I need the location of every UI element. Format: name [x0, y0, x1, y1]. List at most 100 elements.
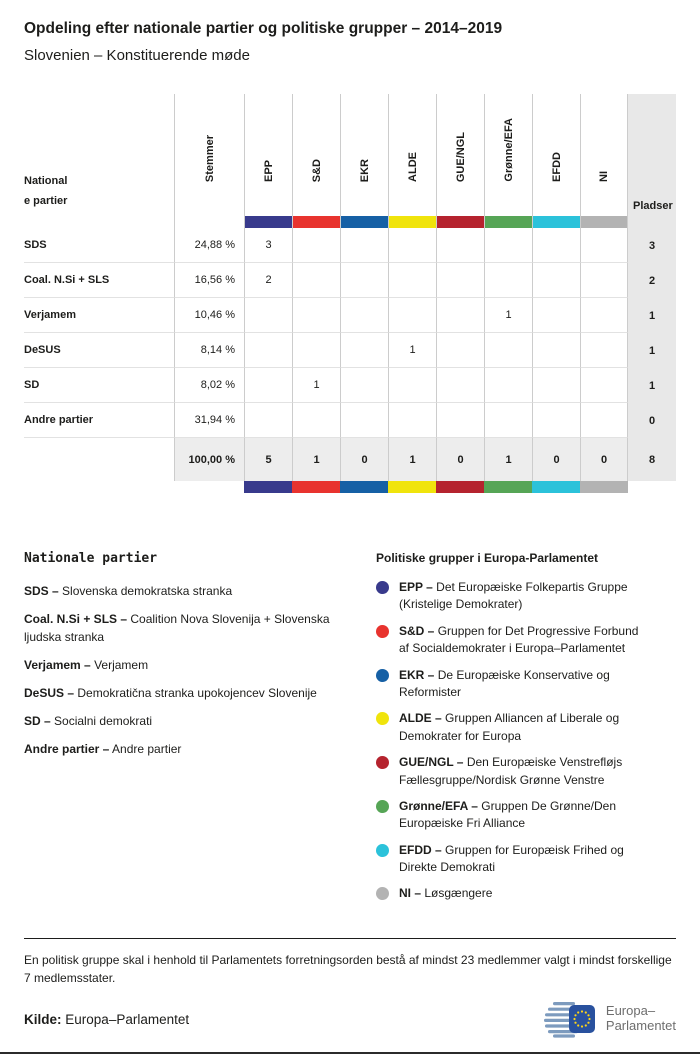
total-group-seats-cell: 5: [244, 438, 292, 481]
group-color-bar: [532, 481, 580, 493]
group-seats-cell: [532, 368, 580, 403]
group-seats-cell: [580, 403, 628, 438]
column-header-group: EFDD: [532, 94, 580, 216]
political-groups-legend-list: EPP – Det Europæiske Folkepartis Gruppe …: [376, 579, 676, 903]
legend-party-item: DeSUS – Demokratična stranka upokojencev…: [24, 684, 352, 702]
national-parties-legend-list: SDS – Slovenska demokratska stranka Coal.…: [24, 582, 352, 758]
group-color-bar: [340, 481, 388, 493]
party-desc: Coalition Nova Slovenija + Slovenska lju…: [24, 612, 330, 644]
votes-cell: 16,56 %: [174, 263, 244, 298]
group-seats-cell: 2: [244, 263, 292, 298]
legend-group-item: GUE/NGL – Den Europæiske Venstrefløjs Fæ…: [376, 754, 676, 789]
national-parties-legend: Nationale partier SDS – Slovenska demokr…: [24, 551, 376, 912]
group-seats-cell: [292, 403, 340, 438]
group-seats-cell: [388, 368, 436, 403]
group-desc: Gruppen De Grønne/Den Europæiske Fri All…: [399, 798, 616, 831]
group-seats-cell: [436, 228, 484, 263]
group-seats-cell: [292, 333, 340, 368]
column-header-group: EKR: [340, 94, 388, 216]
results-table: National e partier Stemmer EPP S&D EKR ALDE GUE…: [24, 94, 676, 493]
group-color-bar: [292, 481, 340, 493]
column-header-group: EPP: [244, 94, 292, 216]
group-color-dot: [376, 712, 389, 726]
column-header-group: S&D: [292, 94, 340, 216]
total-group-seats-cell: 0: [340, 438, 388, 481]
group-seats-cell: [532, 333, 580, 368]
group-seats-cell: 1: [292, 368, 340, 403]
group-seats-cell: 1: [484, 298, 532, 333]
group-color-bar: [436, 216, 484, 228]
legend-party-item: Verjamem – Verjamem: [24, 656, 352, 674]
group-abbr: S&D –: [399, 623, 435, 638]
group-desc: De Europæiske Konservative og Reformiste…: [399, 667, 610, 699]
row-total-seats-cell: 3: [628, 228, 676, 263]
group-seats-cell: [244, 403, 292, 438]
group-seats-cell: [292, 228, 340, 263]
legend-group-item: NI – Løsgængere: [376, 885, 676, 902]
group-abbr: NI –: [399, 886, 422, 901]
group-seats-cell: [580, 228, 628, 263]
group-desc: Den Europæiske Venstrefløjs Fællesgruppe…: [399, 755, 623, 787]
group-seats-cell: [532, 403, 580, 438]
spacer-cell: [24, 438, 174, 481]
row-total-seats-cell: 1: [628, 333, 676, 368]
total-group-seats-cell: 0: [532, 438, 580, 481]
column-header-seats: Pladser: [628, 94, 676, 216]
legend-party-item: SD – Socialni demokrati: [24, 712, 352, 730]
group-abbr: EFDD –: [399, 842, 442, 857]
group-color-bar: [484, 216, 532, 228]
group-color-dot: [376, 668, 389, 682]
group-color-bar: [580, 481, 628, 493]
group-seats-cell: [580, 298, 628, 333]
votes-cell: 8,02 %: [174, 368, 244, 403]
group-seats-cell: 3: [244, 228, 292, 263]
group-legend-text: NI – Løsgængere: [399, 885, 492, 902]
legends-section: Nationale partier SDS – Slovenska demokr…: [24, 551, 676, 912]
group-color-dot: [376, 581, 389, 594]
group-seats-cell: [340, 228, 388, 263]
row-total-seats-cell: 0: [628, 403, 676, 438]
column-header-group: NI: [580, 94, 628, 216]
group-seats-cell: [388, 403, 436, 438]
source-label: Kilde:: [24, 1011, 62, 1027]
group-color-dot: [376, 756, 389, 770]
group-header-label: ALDE: [406, 152, 419, 182]
group-seats-cell: [244, 368, 292, 403]
group-seats-cell: [436, 263, 484, 298]
legend-group-item: Grønne/EFA – Gruppen De Grønne/Den Europ…: [376, 798, 676, 833]
group-seats-cell: [484, 403, 532, 438]
group-color-bar: [436, 481, 484, 493]
group-legend-text: GUE/NGL – Den Europæiske Venstrefløjs Fæ…: [399, 754, 649, 789]
column-header-parties-label: National e partier: [24, 175, 68, 208]
group-seats-cell: [340, 298, 388, 333]
group-seats-cell: [436, 333, 484, 368]
total-group-seats-cell: 1: [388, 438, 436, 481]
column-header-parties: National e partier: [24, 94, 174, 216]
party-name-cell: Verjamem: [24, 298, 174, 333]
group-desc: Det Europæiske Folkepartis Gruppe (Krist…: [399, 580, 628, 612]
group-seats-cell: [340, 333, 388, 368]
legend-group-item: EKR – De Europæiske Konservative og Refo…: [376, 667, 676, 702]
group-color-dot: [376, 843, 389, 857]
votes-header-label: Stemmer: [203, 134, 216, 182]
legend-group-item: EPP – Det Europæiske Folkepartis Gruppe …: [376, 579, 676, 614]
party-abbr: SDS –: [24, 584, 59, 598]
group-desc: Gruppen Alliancen af Liberale og Demokra…: [399, 711, 620, 743]
row-total-seats-cell: 2: [628, 263, 676, 298]
votes-cell: 24,88 %: [174, 228, 244, 263]
party-abbr: Coal. N.Si + SLS –: [24, 612, 128, 626]
group-seats-cell: [292, 263, 340, 298]
group-seats-cell: [436, 298, 484, 333]
group-header-label: Grønne/EFA: [502, 118, 515, 182]
group-seats-cell: [532, 228, 580, 263]
logo-text-line1: Europa–: [605, 1003, 656, 1019]
group-color-bar: [580, 216, 628, 228]
group-legend-text: EPP – Det Europæiske Folkepartis Gruppe …: [399, 579, 649, 614]
group-seats-cell: [388, 228, 436, 263]
row-total-seats-cell: 1: [628, 298, 676, 333]
eu-parliament-logo-mark: [543, 1002, 595, 1038]
group-color-bar: [532, 216, 580, 228]
column-header-group: Grønne/EFA: [484, 94, 532, 216]
group-legend-text: S&D – Gruppen for Det Progressive Forbun…: [399, 623, 649, 658]
